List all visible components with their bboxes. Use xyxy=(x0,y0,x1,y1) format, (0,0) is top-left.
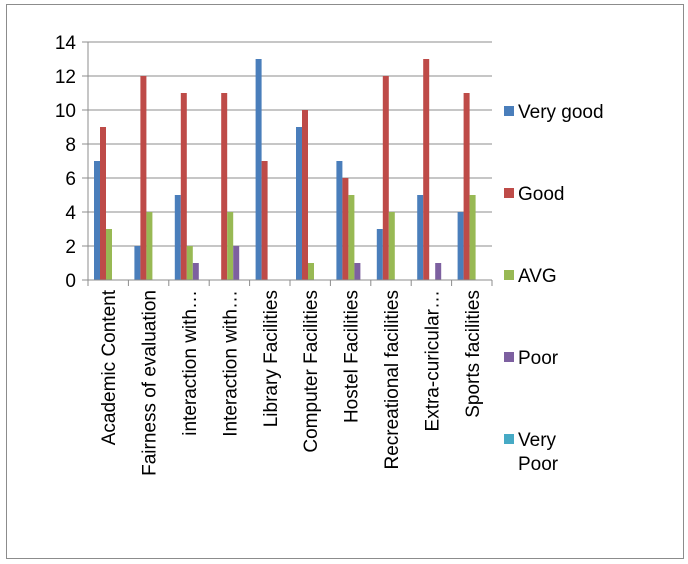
x-tick-labels: Academic Content Fairness of evaluation in… xyxy=(99,289,484,476)
y-tick-label: 14 xyxy=(55,33,77,54)
y-tick-label: 2 xyxy=(65,237,76,258)
legend-label: AVG xyxy=(518,266,557,287)
y-tick-label: 4 xyxy=(65,203,76,224)
x-tick-label: Recreational facilities xyxy=(382,290,403,470)
y-tick-labels: 0 2 4 6 8 10 12 14 xyxy=(55,33,77,292)
x-tick-label: Interaction with… xyxy=(220,290,241,437)
legend-swatch xyxy=(504,434,514,444)
bar xyxy=(354,263,361,280)
x-tick-label: Library Facilities xyxy=(261,290,282,427)
bar xyxy=(192,263,199,280)
bar xyxy=(221,93,228,280)
bar xyxy=(227,212,234,280)
x-tick-label: interaction with… xyxy=(180,290,201,436)
legend-swatch xyxy=(504,106,514,116)
bar xyxy=(417,195,424,280)
bar xyxy=(106,229,112,280)
bar xyxy=(423,59,430,280)
bar xyxy=(336,161,343,280)
legend-label: Poor xyxy=(518,454,559,475)
x-tick-label: Academic Content xyxy=(99,289,120,445)
bar xyxy=(134,246,141,280)
y-tick-label: 0 xyxy=(65,271,76,292)
bar xyxy=(463,93,470,280)
legend-label: Poor xyxy=(518,348,559,369)
bar xyxy=(186,246,193,280)
legend-swatch xyxy=(504,352,514,362)
bar xyxy=(140,76,147,280)
x-tick-label: Extra-curicular… xyxy=(422,290,443,431)
legend-swatch xyxy=(504,270,514,280)
y-tick-label: 6 xyxy=(65,169,76,190)
bar xyxy=(174,195,181,280)
bar xyxy=(469,195,476,280)
bar xyxy=(348,195,355,280)
bar xyxy=(388,212,395,280)
x-tick-label: Fairness of evaluation xyxy=(140,290,161,476)
y-tick-label: 12 xyxy=(55,67,76,88)
x-tick-label: Hostel Facilities xyxy=(342,290,363,423)
legend: Very good Good AVG Poor Very Poor xyxy=(504,102,604,475)
y-tick-label: 10 xyxy=(55,101,76,122)
bar xyxy=(376,229,383,280)
bar xyxy=(146,212,153,280)
legend-label: Good xyxy=(518,184,564,205)
bar xyxy=(180,93,187,280)
bar xyxy=(382,76,389,280)
bar xyxy=(342,178,349,280)
bar xyxy=(94,161,100,280)
legend-label: Very xyxy=(518,430,557,451)
chart-frame xyxy=(6,4,684,559)
bar xyxy=(296,127,302,280)
bar xyxy=(302,110,308,280)
x-tick-label: Computer Facilities xyxy=(301,290,322,453)
bar xyxy=(100,127,106,280)
bar xyxy=(233,246,240,280)
bars xyxy=(94,59,476,280)
bar xyxy=(435,263,442,280)
x-tick-label: Sports facilities xyxy=(463,290,484,418)
axes xyxy=(82,41,493,286)
bar xyxy=(261,161,268,280)
y-tick-label: 8 xyxy=(65,135,76,156)
legend-label: Very good xyxy=(518,102,604,123)
bar xyxy=(255,59,262,280)
legend-swatch xyxy=(504,188,514,198)
bar xyxy=(457,212,464,280)
bar xyxy=(308,263,314,280)
